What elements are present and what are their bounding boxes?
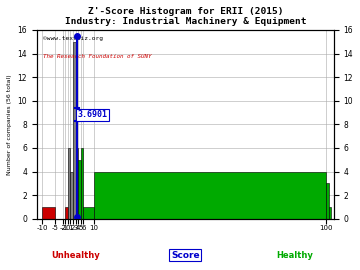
Bar [71, 171, 73, 219]
Bar [83, 207, 94, 219]
Text: The Research Foundation of SUNY: The Research Foundation of SUNY [43, 55, 151, 59]
Title: Z'-Score Histogram for ERII (2015)
Industry: Industrial Machinery & Equipment: Z'-Score Histogram for ERII (2015) Indus… [64, 7, 306, 26]
Text: Healthy: Healthy [277, 251, 314, 260]
Text: Unhealthy: Unhealthy [51, 251, 100, 260]
Bar [81, 148, 83, 219]
Text: ©www.textbiz.org: ©www.textbiz.org [43, 36, 103, 40]
Y-axis label: Number of companies (56 total): Number of companies (56 total) [7, 74, 12, 175]
Text: Score: Score [171, 251, 199, 260]
Bar [76, 148, 78, 219]
Bar [326, 183, 329, 219]
Bar [65, 207, 68, 219]
Text: 3.6901: 3.6901 [77, 110, 108, 119]
Bar [73, 42, 76, 219]
Bar [94, 171, 326, 219]
Bar [78, 160, 81, 219]
Bar [42, 207, 55, 219]
Bar [68, 148, 71, 219]
Bar [329, 207, 331, 219]
